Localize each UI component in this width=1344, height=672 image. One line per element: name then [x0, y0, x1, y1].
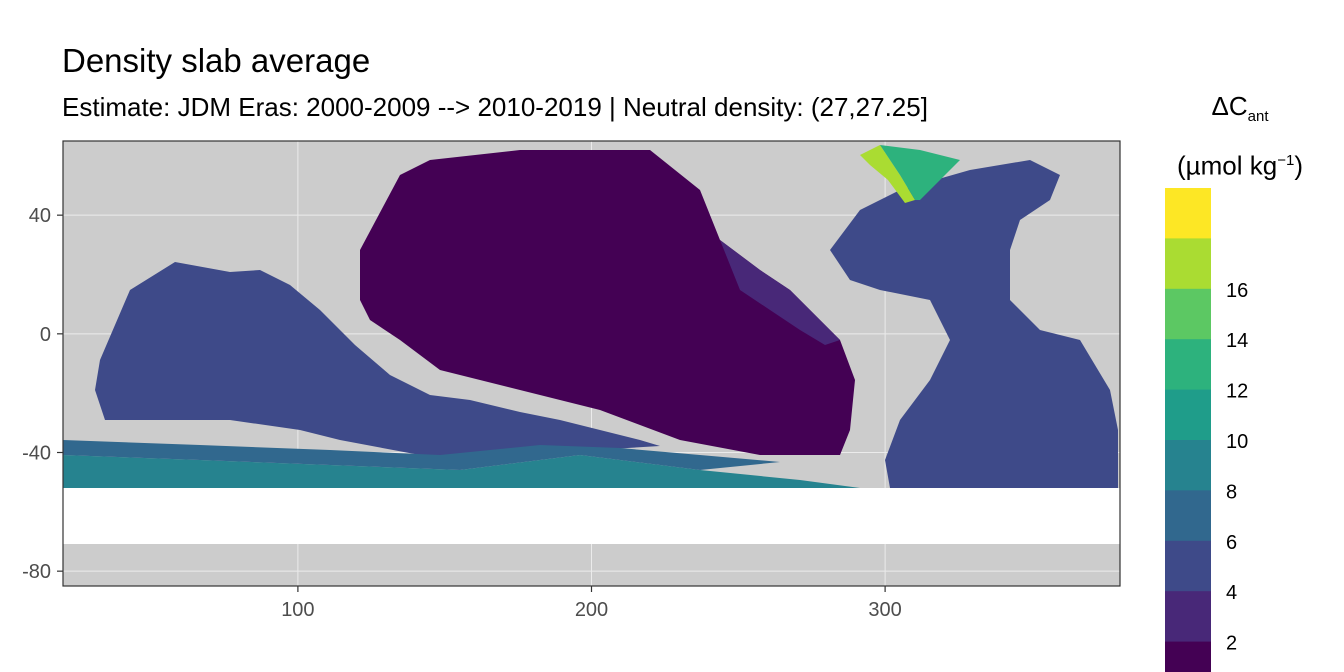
indian-ocean-region — [95, 262, 660, 456]
map-panel — [63, 141, 1120, 586]
legend-colorbar: 2 4 6 8 10 12 14 16 — [1165, 188, 1248, 672]
legend-title-unit: (µmol kg−1) — [1177, 150, 1303, 181]
legend-swatch — [1165, 339, 1211, 391]
labrador-sea-region — [860, 145, 915, 203]
pacific-margin-region — [720, 240, 840, 345]
legend-label: 2 — [1226, 633, 1237, 655]
legend-label: 14 — [1226, 330, 1248, 352]
legend-swatch — [1165, 188, 1211, 239]
missing-data-band — [63, 488, 1120, 544]
x-tick-label: 300 — [868, 599, 901, 621]
legend-swatch — [1165, 540, 1211, 592]
pacific-ocean-region — [360, 150, 855, 455]
legend-swatch — [1165, 389, 1211, 441]
y-tick-label: -40 — [22, 443, 51, 465]
legend-label: 10 — [1226, 431, 1248, 453]
southern-ocean-inner-band — [63, 440, 780, 470]
legend-title: ΔCant (µmol kg−1) — [1160, 84, 1320, 188]
legend-label: 12 — [1226, 381, 1248, 403]
legend-label: 4 — [1226, 582, 1237, 604]
plot-title: Density slab average — [62, 42, 371, 79]
legend-swatch — [1165, 490, 1211, 542]
atlantic-ocean-region — [830, 160, 1118, 488]
legend-swatch — [1165, 238, 1211, 290]
plot-subtitle: Estimate: JDM Eras: 2000-2009 --> 2010-2… — [62, 92, 928, 122]
y-tick-label: 40 — [29, 205, 51, 227]
y-tick-label: -80 — [22, 561, 51, 583]
x-tick-label: 100 — [281, 599, 314, 621]
legend-swatch — [1165, 288, 1211, 340]
y-tick-label: 0 — [40, 324, 51, 346]
southern-ocean-band — [63, 455, 860, 488]
legend-title-symbol: ΔCant — [1211, 91, 1269, 126]
y-axis: 40 0 -40 -80 — [22, 205, 63, 583]
legend-label: 16 — [1226, 280, 1248, 302]
legend-swatch — [1165, 440, 1211, 491]
x-tick-label: 200 — [575, 599, 608, 621]
legend-label: 6 — [1226, 532, 1237, 554]
x-axis: 100 200 300 — [281, 586, 902, 621]
legend-swatch — [1165, 641, 1211, 672]
legend-swatch — [1165, 591, 1211, 643]
legend-label: 8 — [1226, 481, 1237, 503]
labrador-sea-edge — [880, 145, 960, 200]
